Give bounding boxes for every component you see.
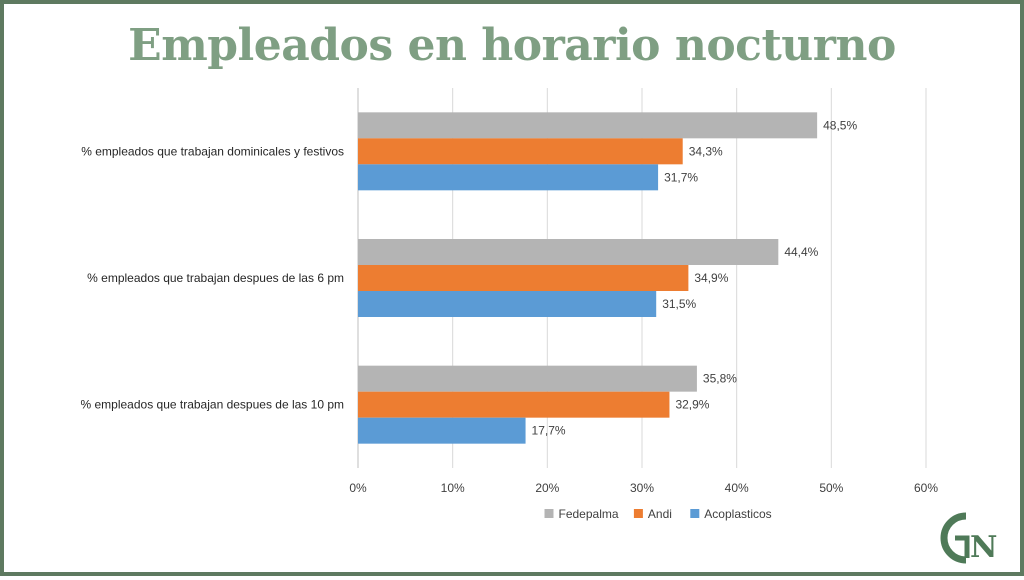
data-label: 31,5% bbox=[662, 297, 696, 311]
data-label: 32,9% bbox=[675, 398, 709, 412]
data-label: 34,9% bbox=[694, 271, 728, 285]
x-tick-label: 50% bbox=[819, 481, 843, 495]
bar bbox=[358, 291, 657, 317]
x-tick-label: 0% bbox=[349, 481, 367, 495]
x-tick-label: 40% bbox=[725, 481, 749, 495]
category-label: % empleados que trabajan dominicales y f… bbox=[81, 144, 344, 158]
gn-logo: N bbox=[940, 512, 997, 564]
bar bbox=[358, 164, 659, 191]
bar bbox=[358, 391, 670, 418]
x-tick-label: 20% bbox=[535, 481, 559, 495]
category-label: % empleados que trabajan despues de las … bbox=[87, 271, 344, 285]
x-tick-label: 60% bbox=[914, 481, 938, 495]
data-label: 48,5% bbox=[823, 118, 857, 132]
legend-label: Andi bbox=[648, 507, 672, 521]
data-label: 35,8% bbox=[703, 372, 737, 386]
data-label: 17,7% bbox=[532, 424, 566, 438]
bar bbox=[358, 138, 683, 165]
bar bbox=[358, 265, 689, 291]
x-tick-label: 10% bbox=[441, 481, 465, 495]
x-tick-label: 30% bbox=[630, 481, 654, 495]
bar bbox=[358, 239, 779, 265]
slide-title: Empleados en horario nocturno bbox=[128, 20, 896, 71]
svg-text:N: N bbox=[970, 530, 997, 564]
bar-chart: 0% 10% 20% 30% 40% 50% 60% % empleados que trab… bbox=[80, 88, 938, 521]
bar bbox=[358, 112, 818, 139]
legend-swatch bbox=[633, 509, 643, 518]
data-label: 34,3% bbox=[689, 144, 723, 158]
legend-label: Fedepalma bbox=[559, 507, 619, 521]
legend-swatch bbox=[544, 509, 554, 518]
bar bbox=[358, 365, 697, 392]
legend-label: Acoplasticos bbox=[704, 507, 771, 521]
data-label: 44,4% bbox=[784, 245, 818, 259]
category-label: % empleados que trabajan despues de las … bbox=[80, 398, 344, 412]
data-label: 31,7% bbox=[664, 170, 698, 184]
bar bbox=[358, 417, 526, 444]
legend-swatch bbox=[690, 509, 700, 518]
